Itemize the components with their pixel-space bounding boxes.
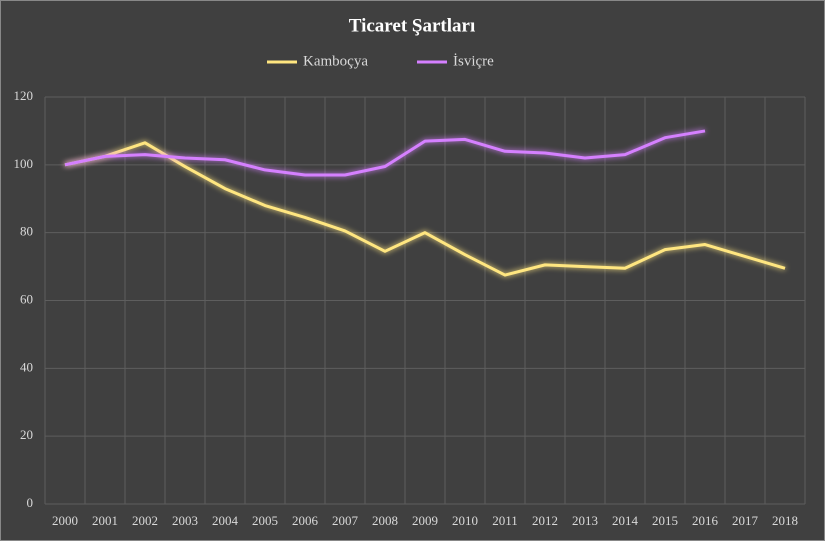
y-tick-label: 40: [20, 359, 33, 374]
x-tick-label: 2013: [572, 513, 598, 528]
x-tick-label: 2003: [172, 513, 198, 528]
x-tick-label: 2000: [52, 513, 78, 528]
legend-label: İsviçre: [453, 53, 494, 69]
x-tick-label: 2015: [652, 513, 678, 528]
x-tick-label: 2007: [332, 513, 359, 528]
series-line: [64, 141, 786, 277]
y-tick-label: 120: [14, 88, 34, 103]
x-tick-label: 2017: [732, 513, 759, 528]
legend-label: Kamboçya: [303, 53, 368, 69]
x-tick-label: 2005: [252, 513, 278, 528]
x-tick-label: 2002: [132, 513, 158, 528]
x-tick-label: 2006: [292, 513, 319, 528]
series-line: [64, 129, 706, 177]
y-tick-label: 20: [20, 427, 33, 442]
x-tick-label: 2009: [412, 513, 438, 528]
chart-title: Ticaret Şartları: [349, 15, 475, 36]
x-tick-label: 2004: [212, 513, 239, 528]
x-tick-label: 2016: [692, 513, 719, 528]
x-tick-label: 2014: [612, 513, 639, 528]
x-tick-label: 2010: [452, 513, 478, 528]
y-tick-label: 0: [27, 495, 34, 510]
x-tick-label: 2011: [492, 513, 518, 528]
y-tick-label: 80: [20, 224, 33, 239]
x-tick-label: 2001: [92, 513, 118, 528]
x-tick-label: 2012: [532, 513, 558, 528]
x-tick-label: 2018: [772, 513, 798, 528]
x-tick-label: 2008: [372, 513, 398, 528]
y-tick-label: 100: [14, 156, 34, 171]
y-tick-label: 60: [20, 291, 33, 306]
